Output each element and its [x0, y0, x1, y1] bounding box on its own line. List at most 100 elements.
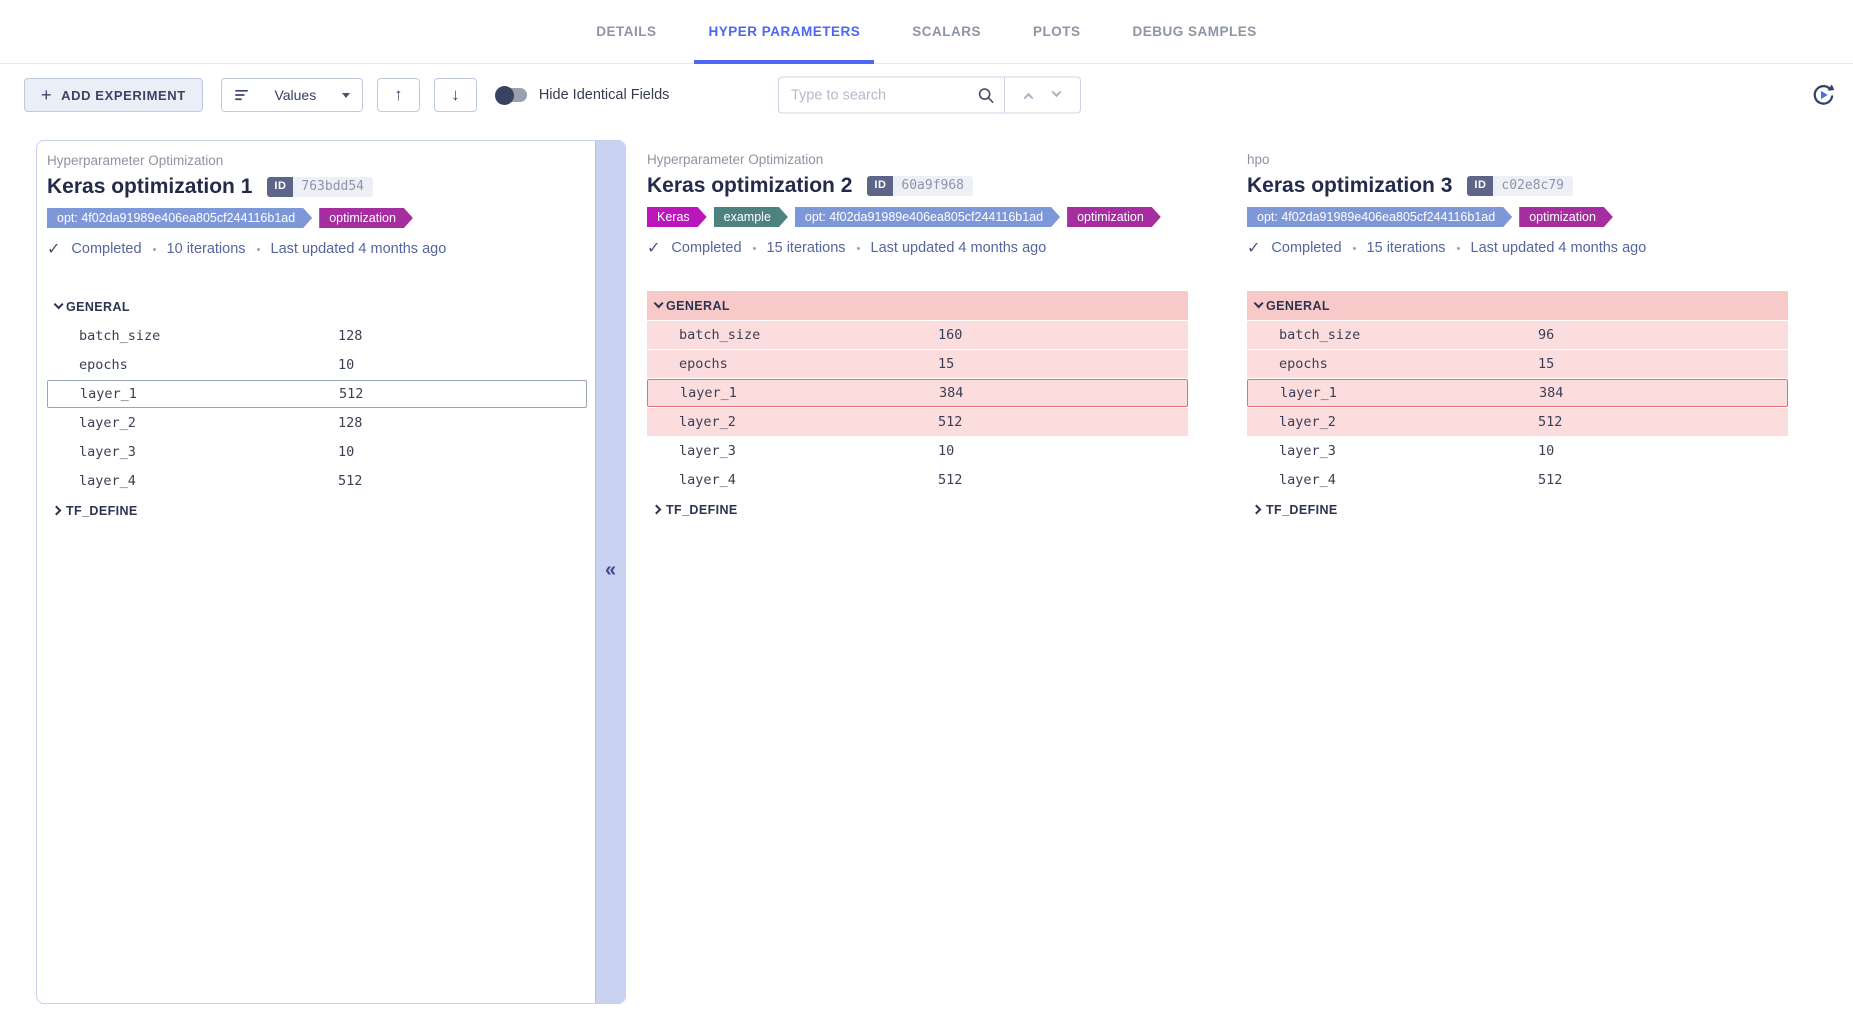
experiment-card-1: Hyperparameter Optimization Keras optimi… [36, 140, 626, 1004]
completed-check-icon: ✓ [47, 241, 61, 258]
param-row[interactable]: layer_4 512 [1247, 466, 1788, 494]
tab-debug-samples[interactable]: DEBUG SAMPLES [1119, 0, 1271, 63]
refresh-icon [1813, 84, 1835, 105]
section-header-tf_define[interactable]: TF_DEFINE [1247, 495, 1788, 524]
dot-separator [1352, 246, 1356, 250]
param-row[interactable]: batch_size 160 [647, 321, 1188, 349]
experiment-id-badge: ID c02e8c79 [1467, 176, 1574, 196]
tag[interactable]: optimization [1067, 207, 1161, 227]
experiment-card-3: hpo Keras optimization 3 ID c02e8c79 opt… [1247, 140, 1788, 525]
project-name[interactable]: Hyperparameter Optimization [47, 153, 224, 168]
id-label: ID [267, 177, 294, 197]
chevron-right-icon [651, 504, 662, 515]
tag[interactable]: optimization [1519, 207, 1613, 227]
tab-hyper-parameters[interactable]: HYPER PARAMETERS [694, 0, 875, 64]
toggle-knob [494, 85, 514, 105]
project-name[interactable]: hpo [1247, 152, 1270, 167]
iterations-text: 15 iterations [766, 240, 846, 256]
toolbar: + ADD EXPERIMENT Values ↑ ↓ Hide Identic… [0, 64, 1853, 126]
tag[interactable]: optimization [319, 208, 413, 228]
param-key: layer_4 [679, 472, 736, 488]
search-group [778, 76, 1081, 114]
tab-label: SCALARS [912, 24, 981, 39]
id-value: 60a9f968 [893, 176, 974, 196]
add-experiment-button[interactable]: + ADD EXPERIMENT [24, 78, 203, 112]
values-dropdown[interactable]: Values [220, 78, 363, 112]
param-row[interactable]: batch_size 96 [1247, 321, 1788, 349]
tab-label: DEBUG SAMPLES [1132, 24, 1257, 39]
param-row[interactable]: layer_3 10 [647, 437, 1188, 465]
param-key: batch_size [1279, 327, 1361, 343]
param-row[interactable]: layer_4 512 [47, 467, 587, 495]
tag[interactable]: opt: 4f02da91989e406ea805cf244116b1ad [47, 208, 312, 228]
param-key: layer_3 [679, 443, 736, 459]
status-row: ✓ Completed 15 iterations Last updated 4… [1247, 238, 1788, 258]
param-row[interactable]: layer_3 10 [47, 438, 587, 466]
tab-scalars[interactable]: SCALARS [898, 0, 995, 63]
chevron-right-icon [1251, 504, 1262, 515]
tag[interactable]: opt: 4f02da91989e406ea805cf244116b1ad [795, 207, 1060, 227]
tab-plots[interactable]: PLOTS [1019, 0, 1095, 63]
param-value: 512 [938, 472, 963, 488]
sections: GENERAL batch_size 160 epochs 15 layer_1 384 la… [647, 291, 1188, 524]
collapse-panel-button[interactable]: « [595, 141, 625, 1003]
chevron-down-icon[interactable] [1051, 87, 1062, 98]
move-down-button[interactable]: ↓ [433, 78, 477, 112]
param-row[interactable]: layer_1 512 [47, 380, 587, 408]
search-result-nav [1004, 76, 1081, 114]
id-label: ID [867, 176, 894, 196]
param-key: epochs [679, 356, 728, 372]
chevron-up-icon[interactable] [1023, 92, 1034, 103]
status-text: Completed [1271, 240, 1342, 256]
param-row[interactable]: epochs 15 [1247, 350, 1788, 378]
param-row[interactable]: epochs 15 [647, 350, 1188, 378]
hide-identical-toggle[interactable]: Hide Identical Fields [494, 85, 670, 105]
param-row[interactable]: layer_3 10 [1247, 437, 1788, 465]
param-value: 128 [338, 328, 363, 344]
arrow-up-icon: ↑ [394, 85, 403, 104]
section-header-tf_define[interactable]: TF_DEFINE [47, 496, 587, 525]
completed-check-icon: ✓ [647, 240, 661, 257]
param-key: layer_1 [1280, 385, 1337, 401]
param-row[interactable]: layer_2 512 [1247, 408, 1788, 436]
param-row[interactable]: layer_1 384 [1247, 379, 1788, 407]
hide-identical-label: Hide Identical Fields [538, 87, 670, 103]
section-header-general[interactable]: GENERAL [47, 292, 587, 321]
param-row[interactable]: batch_size 128 [47, 322, 587, 350]
experiment-title: Keras optimization 3 [1247, 174, 1453, 197]
param-row[interactable]: layer_1 384 [647, 379, 1188, 407]
toggle-track[interactable] [494, 85, 527, 105]
experiment-id-badge: ID 60a9f968 [867, 176, 974, 196]
param-value: 10 [338, 444, 355, 460]
tag[interactable]: opt: 4f02da91989e406ea805cf244116b1ad [1247, 207, 1512, 227]
param-row[interactable]: layer_2 128 [47, 409, 587, 437]
id-value: c02e8c79 [1493, 176, 1574, 196]
param-key: layer_4 [1279, 472, 1336, 488]
sections: GENERAL batch_size 96 epochs 15 layer_1 384 lay… [1247, 291, 1788, 524]
arrow-down-icon: ↓ [451, 85, 460, 104]
param-value: 512 [1538, 414, 1563, 430]
param-value: 96 [1538, 327, 1555, 343]
dot-separator [152, 247, 156, 251]
param-value: 384 [939, 385, 964, 401]
section-header-general[interactable]: GENERAL [1247, 291, 1788, 320]
param-value: 128 [338, 415, 363, 431]
tab-details[interactable]: DETAILS [582, 0, 670, 63]
search-input[interactable] [779, 77, 1004, 113]
experiment-id-badge: ID 763bdd54 [267, 177, 374, 197]
move-up-button[interactable]: ↑ [376, 78, 420, 112]
iterations-text: 10 iterations [166, 241, 246, 257]
dot-separator [256, 247, 260, 251]
chevron-down-icon [1253, 298, 1264, 309]
project-name[interactable]: Hyperparameter Optimization [647, 152, 824, 167]
param-row[interactable]: epochs 10 [47, 351, 587, 379]
auto-refresh-button[interactable] [1810, 82, 1837, 109]
param-row[interactable]: layer_4 512 [647, 466, 1188, 494]
status-row: ✓ Completed 10 iterations Last updated 4… [47, 239, 587, 259]
section-name: GENERAL [66, 299, 130, 314]
tag[interactable]: example [714, 207, 788, 227]
tag[interactable]: Keras [647, 207, 707, 227]
param-row[interactable]: layer_2 512 [647, 408, 1188, 436]
section-header-general[interactable]: GENERAL [647, 291, 1188, 320]
section-header-tf_define[interactable]: TF_DEFINE [647, 495, 1188, 524]
